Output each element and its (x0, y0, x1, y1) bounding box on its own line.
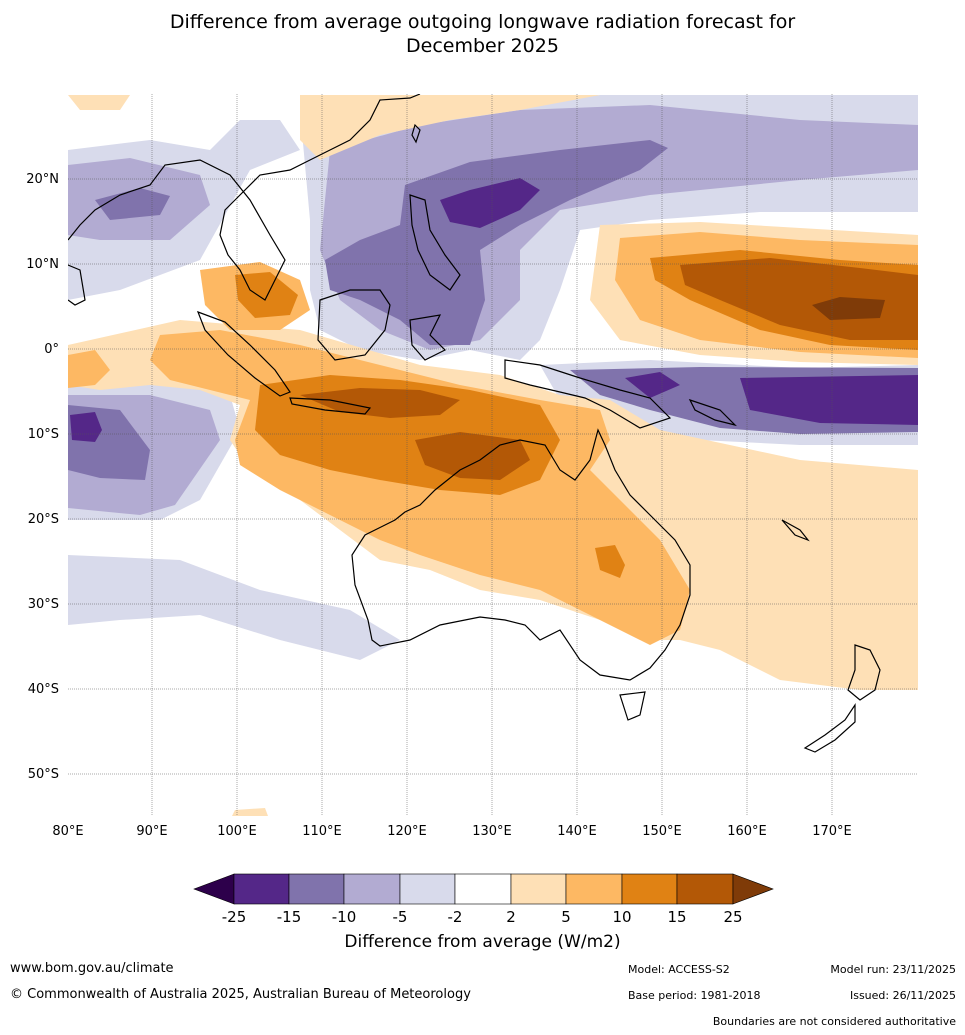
colorbar-tick-label: 2 (506, 908, 516, 926)
colorbar-ticks: -25 -15 -10 -5 -2 2 5 10 15 25 (222, 908, 743, 926)
coast-asia-mainland (68, 94, 421, 301)
colorbar: -25 -15 -10 -5 -2 2 5 10 15 25 (193, 873, 774, 926)
region-pacific-dark-purple (325, 140, 668, 345)
y-tick-label: 50°S (28, 767, 59, 782)
region-central-pacific-brown (680, 258, 918, 340)
colorbar-bin (454, 873, 512, 905)
region-pacific-core-deep-purple (440, 178, 540, 228)
colorbar-bin (399, 873, 456, 905)
anomaly-field (68, 94, 918, 816)
colorbar-tick-label: -15 (277, 908, 302, 926)
x-tick-label: 160°E (727, 824, 767, 839)
coast-borneo (317, 289, 391, 361)
coast-java (289, 397, 372, 415)
x-tick-label: 130°E (472, 824, 512, 839)
y-tick-label: 0° (44, 342, 59, 357)
graticule (68, 94, 918, 816)
colorbar-over-arrow (732, 873, 774, 905)
coast-australia (351, 428, 691, 681)
copyright-text: © Commonwealth of Australia 2025, Austra… (10, 987, 471, 1002)
y-tick-label: 40°S (28, 682, 59, 697)
region-central-pacific-deepbrown (812, 297, 885, 320)
base-period: Base period: 1981-2018 (628, 989, 761, 1002)
coast-solomons (688, 398, 737, 427)
colorbar-bin (343, 873, 401, 905)
model-name: Model: ACCESS-S2 (628, 963, 730, 976)
coast-philippines (409, 194, 461, 291)
colorbar-bin (233, 873, 290, 905)
coast-india (68, 264, 86, 306)
x-tick-label: 90°E (136, 824, 167, 839)
x-tick-label: 150°E (642, 824, 682, 839)
boundaries-disclaimer: Boundaries are not considered authoritat… (712, 1015, 956, 1028)
colorbar-tick-label: -2 (448, 908, 463, 926)
region-australia-brown (300, 388, 530, 480)
colorbar-tick-label: 10 (612, 908, 631, 926)
y-tick-label: 30°S (28, 597, 59, 612)
coast-new-caledonia (781, 519, 810, 542)
coastlines (68, 94, 881, 753)
colorbar-under-arrow (193, 873, 235, 905)
region-indochina-dark-orange (235, 272, 298, 318)
model-run-date: Model run: 23/11/2025 (830, 963, 956, 976)
y-tick-label: 20°N (26, 172, 59, 187)
region-n-west-dark-purple (95, 188, 170, 220)
region-south-light-orange (232, 808, 268, 816)
region-s-indian-light-purple (68, 555, 400, 660)
region-indian-west-orange (68, 350, 110, 388)
colorbar-bin (621, 873, 678, 905)
x-tick-label: 140°E (557, 824, 597, 839)
region-sw-pacific-deep-purple (625, 372, 918, 425)
colorbar-tick-label: -5 (393, 908, 408, 926)
chart-title-line-1: Difference from average outgoing longwav… (169, 11, 796, 33)
colorbar-tick-label: -25 (222, 908, 247, 926)
y-axis-ticks: 20°N 10°N 0° 10°S 20°S 30°S 40°S 50°S (26, 172, 59, 782)
y-tick-label: 10°S (28, 427, 59, 442)
x-tick-label: 80°E (52, 824, 83, 839)
y-tick-label: 20°S (28, 512, 59, 527)
coast-new-guinea (504, 359, 672, 429)
colorbar-tick-label: -10 (332, 908, 357, 926)
region-bay-bengal-light-orange (68, 95, 130, 110)
website-link[interactable]: www.bom.gov.au/climate (10, 961, 174, 976)
x-tick-label: 110°E (302, 824, 342, 839)
coast-new-zealand (803, 644, 881, 753)
x-tick-label: 170°E (812, 824, 852, 839)
colorbar-tick-label: 25 (723, 908, 742, 926)
colorbar-bin (510, 873, 567, 905)
x-axis-ticks: 80°E 90°E 100°E 110°E 120°E 130°E 140°E … (52, 824, 851, 839)
y-tick-label: 10°N (26, 257, 59, 272)
colorbar-tick-label: 5 (561, 908, 571, 926)
coast-tasmania (619, 691, 646, 721)
region-queensland-dark-orange (595, 545, 625, 578)
region-indian-deep-purple (70, 412, 102, 442)
region-nz-light-orange (800, 600, 918, 690)
colorbar-bin (288, 873, 345, 905)
coast-taiwan (411, 123, 421, 144)
colorbar-title: Difference from average (W/m2) (344, 932, 621, 952)
chart-title: Difference from average outgoing longwav… (0, 10, 965, 58)
issued-date: Issued: 26/11/2025 (849, 989, 956, 1002)
x-tick-label: 120°E (387, 824, 427, 839)
chart-title-line-2: December 2025 (406, 35, 559, 57)
x-tick-label: 100°E (217, 824, 257, 839)
coast-sumatra (196, 310, 291, 397)
colorbar-tick-label: 15 (667, 908, 686, 926)
colorbar-bin (565, 873, 623, 905)
coast-sulawesi (409, 314, 447, 361)
colorbar-bin (676, 873, 734, 905)
